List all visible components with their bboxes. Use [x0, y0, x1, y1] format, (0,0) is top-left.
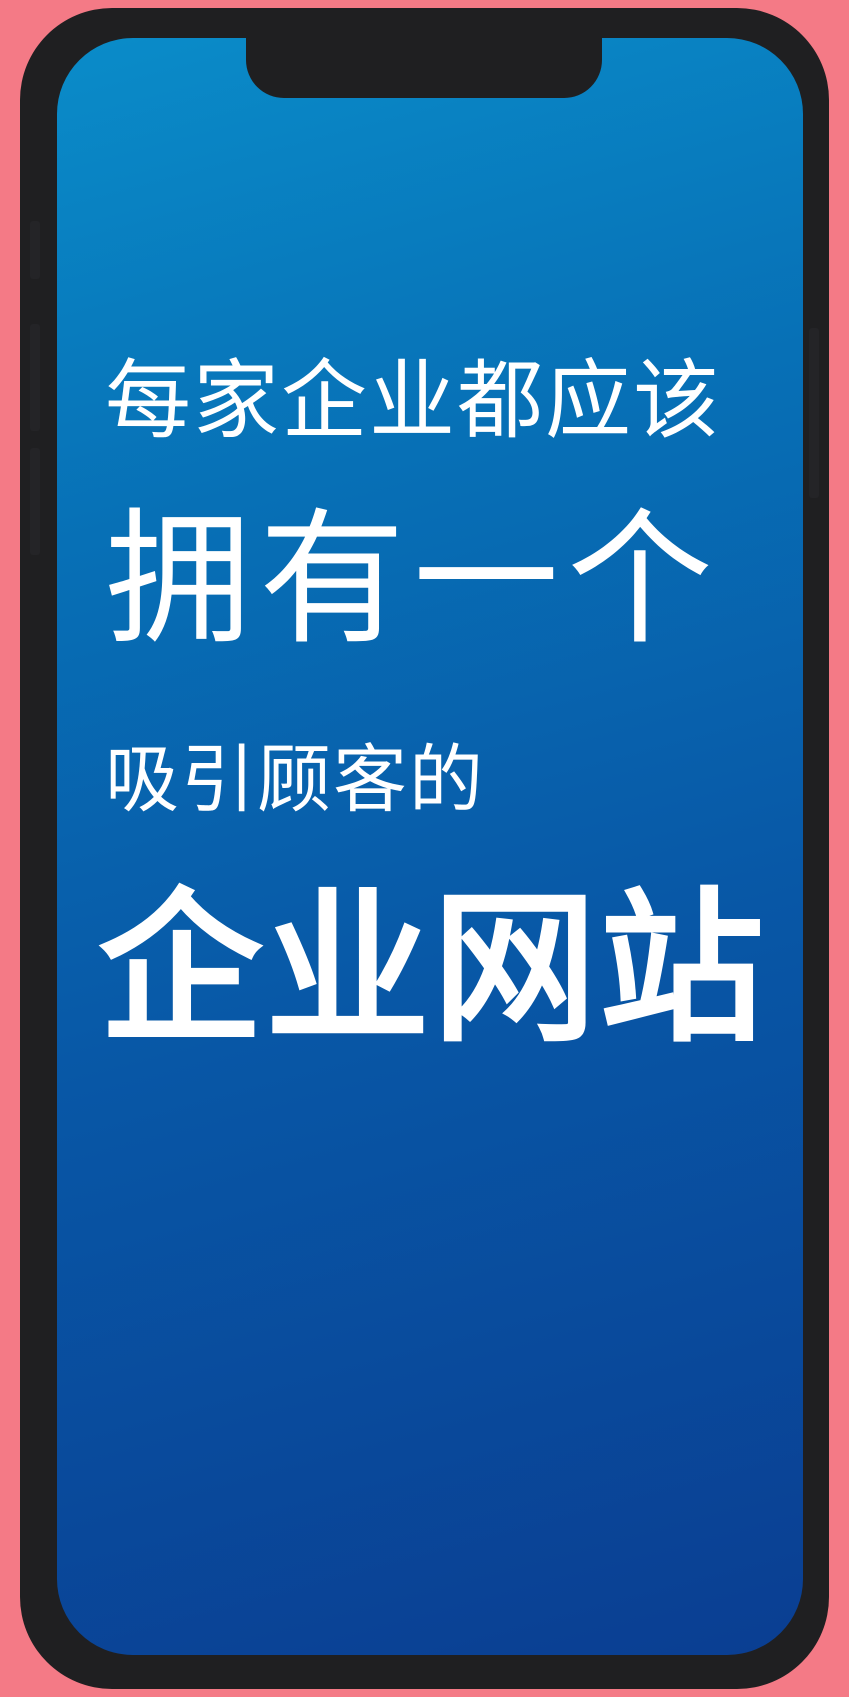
- headline-line-2: 拥有一个: [105, 495, 721, 665]
- headline-line-4: 企业网站: [98, 873, 766, 1065]
- volume-up-button: [30, 324, 40, 431]
- headline-line-1: 每家企业都应该: [105, 351, 721, 451]
- silent-switch: [30, 221, 40, 279]
- phone-notch: [246, 38, 602, 98]
- headline-line-3: 吸引顾客的: [105, 737, 485, 823]
- phone-screen: [57, 38, 803, 1655]
- power-button: [809, 328, 819, 498]
- volume-down-button: [30, 448, 40, 555]
